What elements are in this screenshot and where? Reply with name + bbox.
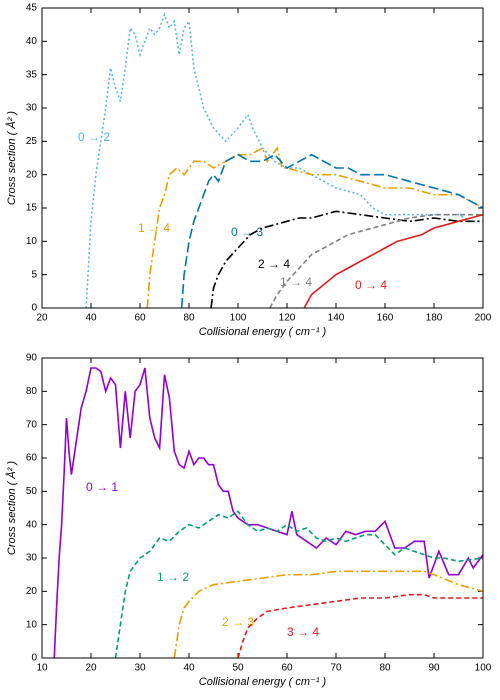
x-tick-label: 140 bbox=[328, 313, 345, 324]
x-tick-label: 60 bbox=[134, 313, 146, 324]
series-label: 0 → 4 bbox=[355, 278, 387, 292]
x-tick-label: 60 bbox=[281, 663, 293, 674]
x-tick-label: 20 bbox=[85, 663, 97, 674]
x-tick-label: 20 bbox=[36, 313, 48, 324]
y-tick-label: 30 bbox=[26, 103, 38, 114]
series-label: 1 → 2 bbox=[157, 570, 189, 584]
y-axis-label: Cross section ( Å² ) bbox=[5, 461, 18, 555]
x-tick-label: 40 bbox=[183, 663, 195, 674]
y-tick-label: 30 bbox=[26, 553, 38, 564]
y-tick-label: 0 bbox=[31, 653, 37, 664]
panel: 20 40 60 80 100 120 140 160 180 200 0 5 10 15 20 25 30 35… bbox=[5, 3, 492, 338]
x-tick-label: 80 bbox=[183, 313, 195, 324]
series-line bbox=[237, 593, 483, 658]
y-tick-label: 40 bbox=[26, 519, 38, 530]
series-label: 3 → 4 bbox=[287, 625, 319, 639]
x-axis-label: Collisional energy ( cm⁻¹ ) bbox=[199, 326, 327, 338]
series-label: 1 → 4 bbox=[280, 275, 312, 289]
x-tick-label: 100 bbox=[475, 663, 492, 674]
x-tick-label: 80 bbox=[379, 663, 391, 674]
y-tick-label: 70 bbox=[26, 419, 38, 430]
y-tick-label: 90 bbox=[26, 353, 38, 364]
series-line bbox=[53, 367, 483, 658]
series-line bbox=[173, 570, 483, 658]
series-label: 2 → 4 bbox=[258, 257, 290, 271]
series-line bbox=[146, 146, 483, 308]
x-tick-label: 30 bbox=[134, 663, 146, 674]
x-tick-label: 50 bbox=[232, 663, 244, 674]
x-tick-label: 120 bbox=[279, 313, 296, 324]
x-tick-label: 180 bbox=[426, 313, 443, 324]
x-tick-label: 40 bbox=[85, 313, 97, 324]
series-label: 0 → 3 bbox=[231, 225, 263, 239]
series-label: 2 → 3 bbox=[222, 615, 254, 629]
y-tick-label: 45 bbox=[26, 3, 38, 14]
y-tick-label: 10 bbox=[26, 619, 38, 630]
plot-frame bbox=[41, 7, 484, 309]
series-line bbox=[269, 213, 483, 308]
series-line bbox=[303, 213, 483, 308]
panel: 10 20 30 40 50 60 70 80 90 1000102030405060708090… bbox=[5, 353, 492, 688]
y-tick-label: 20 bbox=[26, 169, 38, 180]
y-tick-label: 80 bbox=[26, 386, 38, 397]
x-tick-label: 100 bbox=[230, 313, 247, 324]
series-line bbox=[114, 510, 483, 658]
y-tick-label: 40 bbox=[26, 36, 38, 47]
y-tick-label: 50 bbox=[26, 486, 38, 497]
y-tick-label: 0 bbox=[31, 303, 37, 314]
y-tick-label: 5 bbox=[31, 269, 37, 280]
y-tick-label: 10 bbox=[26, 236, 38, 247]
series-label: 1 → 4 bbox=[138, 221, 170, 235]
plot-frame bbox=[41, 357, 484, 659]
x-tick-label: 90 bbox=[428, 663, 440, 674]
series-label: 0 → 2 bbox=[78, 130, 110, 144]
x-tick-label: 70 bbox=[330, 663, 342, 674]
series-line bbox=[180, 153, 483, 308]
y-tick-label: 20 bbox=[26, 586, 38, 597]
y-tick-label: 25 bbox=[26, 136, 38, 147]
y-tick-label: 35 bbox=[26, 69, 38, 80]
y-tick-label: 15 bbox=[26, 203, 38, 214]
x-axis-label: Collisional energy ( cm⁻¹ ) bbox=[199, 676, 327, 688]
y-tick-label: 60 bbox=[26, 453, 38, 464]
y-axis-label: Cross section ( Å² ) bbox=[5, 111, 18, 205]
x-tick-label: 200 bbox=[475, 313, 492, 324]
x-tick-label: 10 bbox=[36, 663, 48, 674]
series-label: 0 → 1 bbox=[86, 480, 118, 494]
x-tick-label: 160 bbox=[377, 313, 394, 324]
series-line bbox=[210, 210, 483, 308]
